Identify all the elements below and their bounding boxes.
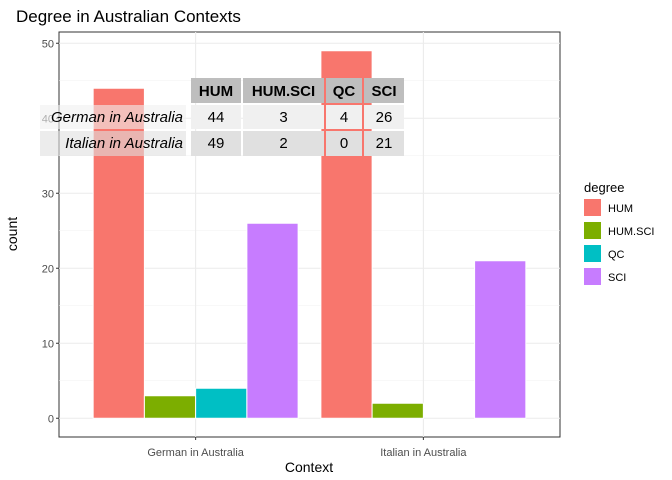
table-cell	[364, 131, 404, 156]
legend-title: degree	[584, 180, 624, 195]
x-tick-label: German in Australia	[147, 447, 244, 459]
legend-label: HUM.SCI	[608, 226, 654, 238]
table-cell-value: 0	[340, 135, 348, 152]
table-cell-value: 3	[279, 109, 287, 126]
x-tick-label: Italian in Australia	[380, 447, 467, 459]
table-cell	[191, 131, 241, 156]
legend-swatch	[584, 245, 601, 262]
legend-label: SCI	[608, 272, 626, 284]
bar	[195, 387, 248, 419]
table-cell-value: 49	[208, 135, 225, 152]
legend-label: QC	[608, 249, 625, 261]
table-cell	[326, 105, 362, 129]
table-cell-value: 44	[208, 109, 225, 126]
table-cell	[191, 105, 241, 129]
table-row-name: Italian in Australia	[65, 135, 183, 152]
table-cell-value: 2	[279, 135, 287, 152]
table-row-name: German in Australia	[51, 109, 183, 126]
table-cell	[326, 131, 362, 156]
table-header-label: HUM	[199, 83, 233, 100]
chart-title: Degree in Australian Contexts	[16, 7, 241, 26]
table-header-label: SCI	[371, 83, 396, 100]
table-header-cell	[243, 78, 324, 103]
y-tick-label: 20	[42, 263, 54, 275]
x-axis-title: Context	[285, 459, 333, 475]
table-cell-value: 21	[376, 135, 393, 152]
table-cell	[243, 131, 324, 156]
y-axis-title: count	[4, 217, 20, 251]
y-tick-label: 0	[48, 413, 54, 425]
table-header-label: QC	[333, 83, 356, 100]
y-tick-label: 10	[42, 338, 54, 350]
legend-swatch	[584, 199, 601, 216]
table-cell-value: 4	[340, 109, 348, 126]
legend-label: HUM	[608, 203, 633, 215]
y-tick-label: 50	[42, 38, 54, 50]
legend-swatch	[584, 222, 601, 239]
table-header-label: HUM.SCI	[252, 83, 315, 100]
bar	[474, 260, 527, 419]
bar	[143, 395, 197, 419]
table-rowname-cell	[40, 105, 186, 129]
y-tick-label: 30	[42, 188, 54, 200]
table-cell	[243, 105, 324, 129]
bar	[246, 222, 299, 419]
legend-swatch	[584, 268, 601, 285]
table-cell-value: 26	[376, 109, 393, 126]
table-cell	[364, 105, 404, 129]
table-header-cell	[364, 78, 404, 103]
table-header-cell	[191, 78, 241, 103]
bar	[371, 402, 424, 419]
table-rowname-cell	[40, 131, 186, 156]
table-header-cell	[326, 78, 362, 103]
